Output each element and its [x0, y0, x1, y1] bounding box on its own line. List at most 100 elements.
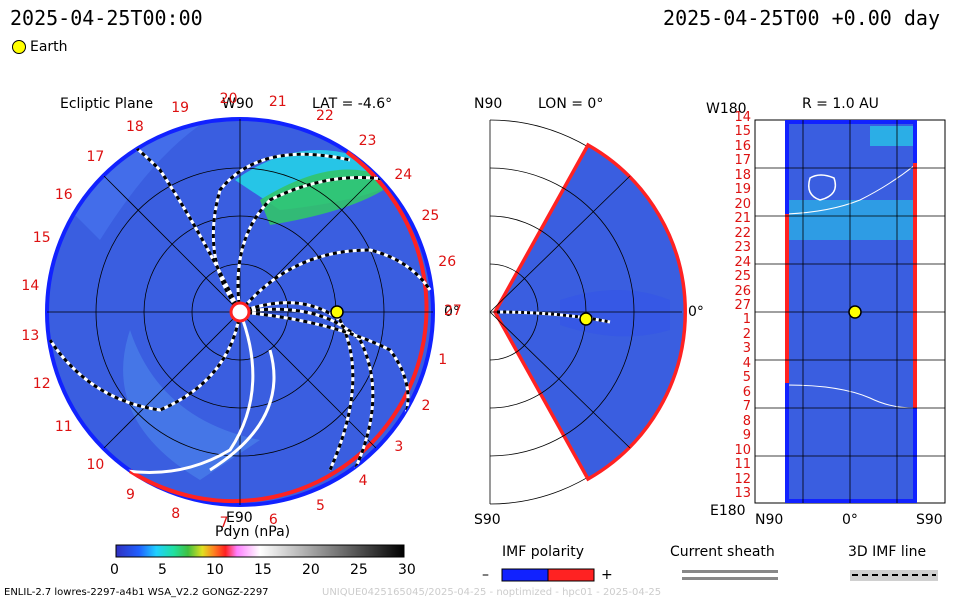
- carrington-label: 7: [219, 514, 229, 531]
- meridional-lon: LON = 0°: [538, 96, 604, 112]
- carrington-label: 24: [394, 166, 413, 183]
- radial-row-label: 9: [742, 428, 751, 444]
- carrington-label: 15: [32, 230, 51, 247]
- carrington-label: 8: [171, 506, 181, 523]
- current-sheath-line-bottom: [682, 577, 778, 580]
- carrington-label: 21: [268, 94, 287, 111]
- radial-zero: 0°: [842, 512, 858, 528]
- radial-row-label: 10: [734, 442, 751, 458]
- colorbar: [115, 544, 405, 558]
- radial-row-label: 17: [734, 153, 751, 169]
- radial-e180: E180: [710, 503, 746, 519]
- carrington-label: 13: [21, 327, 40, 344]
- carrington-label: 6: [268, 511, 278, 528]
- imf-line-3d-label: 3D IMF line: [848, 544, 927, 560]
- colorbar-tick: 30: [398, 562, 416, 578]
- earth-legend-icon: [12, 40, 26, 54]
- imf-polarity-label: IMF polarity: [502, 544, 585, 560]
- carrington-label: 27: [444, 303, 462, 319]
- carrington-label: 20: [219, 91, 238, 108]
- earth-marker-radial: [848, 305, 862, 319]
- earth-marker-ecliptic: [330, 305, 344, 319]
- ecliptic-w90: W90: [222, 96, 254, 112]
- radial-row-label: 13: [734, 486, 751, 501]
- radial-row-label: 19: [734, 182, 751, 198]
- radial-row-label: 20: [734, 196, 751, 212]
- ecliptic-lat: LAT = -4.6°: [312, 96, 393, 112]
- carrington-label: 4: [358, 473, 368, 490]
- left-timestamp: 2025-04-25T00:00: [10, 6, 203, 30]
- model-footer: ENLIL-2.7 lowres-2297-a4b1 WSA_V2.2 GONG…: [4, 587, 269, 598]
- radial-row-label: 18: [734, 167, 751, 183]
- radial-row-label: 21: [734, 211, 751, 227]
- right-timestamp: 2025-04-25T00 +0.00 day: [663, 6, 940, 30]
- imf-polarity-minus: –: [482, 567, 489, 583]
- colorbar-tick: 10: [206, 562, 224, 578]
- run-id-footer: UNIQUE0425165045/2025-04-25 - noptimized…: [322, 587, 662, 598]
- radial-row-label: 4: [742, 355, 751, 371]
- carrington-label: 9: [126, 486, 135, 503]
- current-sheath-line-top: [682, 570, 778, 573]
- carrington-label: 12: [32, 375, 51, 392]
- carrington-label: 11: [54, 419, 73, 436]
- carrington-label: 1: [438, 351, 448, 368]
- radial-row-label: 23: [734, 240, 751, 256]
- earth-marker-meridional: [579, 312, 593, 326]
- meridional-s90: S90: [474, 512, 501, 528]
- radial-row-label: 6: [742, 384, 751, 400]
- radial-row-label: 8: [742, 413, 751, 429]
- radial-row-label: 24: [734, 254, 751, 270]
- radial-row-label: 14: [734, 110, 751, 125]
- carrington-label: 10: [86, 457, 105, 474]
- ecliptic-zero: 0°: [444, 304, 460, 320]
- radial-row-label: 12: [734, 471, 751, 487]
- carrington-label: 17: [86, 148, 105, 165]
- radial-row-label: 26: [734, 283, 751, 299]
- radial-n90: N90: [755, 512, 784, 528]
- meridional-zero: 0°: [688, 304, 704, 320]
- meridional-n90: N90: [474, 96, 503, 112]
- radial-row-label: 22: [734, 225, 751, 241]
- radial-row-label: 25: [734, 269, 751, 285]
- radial-s90: S90: [916, 512, 943, 528]
- carrington-label: 18: [126, 119, 144, 136]
- colorbar-tick: 5: [158, 562, 167, 578]
- carrington-label: 26: [438, 254, 457, 271]
- radial-row-label: 27: [734, 298, 751, 313]
- radial-row-label: 7: [742, 399, 751, 415]
- carrington-label: 2: [421, 398, 431, 415]
- radial-row-label: 15: [734, 124, 751, 140]
- earth-legend-label: Earth: [30, 39, 68, 55]
- colorbar-tick: 0: [110, 562, 119, 578]
- carrington-label: 25: [421, 207, 440, 224]
- imf-polarity-plus: +: [601, 567, 613, 583]
- polarity-positive-swatch: [547, 568, 595, 582]
- carrington-label: 14: [21, 278, 40, 295]
- radial-row-label: 1: [742, 312, 751, 328]
- radial-row-label: 16: [734, 138, 751, 154]
- colorbar-title: Pdyn (nPa): [215, 524, 291, 540]
- carrington-label: 19: [171, 99, 190, 116]
- ecliptic-title: Ecliptic Plane: [60, 96, 154, 112]
- ecliptic-e90: E90: [226, 510, 253, 526]
- radial-row-label: 5: [742, 370, 751, 386]
- radial-row-label: 3: [742, 341, 751, 357]
- meridional-plane-plot: [489, 119, 688, 505]
- current-sheath-label: Current sheath: [670, 544, 775, 560]
- colorbar-tick: 20: [302, 562, 320, 578]
- colorbar-tick: 25: [350, 562, 368, 578]
- colorbar-tick: 15: [254, 562, 272, 578]
- polarity-negative-swatch: [501, 568, 549, 582]
- carrington-label: 22: [315, 108, 334, 125]
- carrington-label: 3: [394, 439, 404, 456]
- radial-row-label: 2: [742, 326, 751, 342]
- radial-w180: W180: [706, 101, 747, 117]
- radial-row-label: 11: [734, 457, 751, 473]
- carrington-label: 23: [358, 132, 377, 149]
- radial-title: R = 1.0 AU: [802, 96, 879, 112]
- carrington-label: 5: [315, 497, 325, 514]
- radial-map-plot: [754, 119, 946, 504]
- ecliptic-plane-plot: [45, 117, 435, 507]
- carrington-label: 16: [54, 186, 73, 203]
